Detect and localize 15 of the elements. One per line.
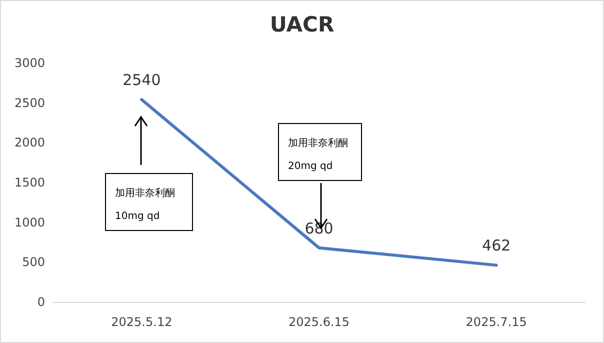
- y-tick-label: 3000: [14, 56, 45, 70]
- chart-title: UACR: [270, 12, 334, 36]
- y-tick-label: 0: [37, 295, 45, 309]
- x-tick-label: 2025.5.12: [111, 315, 172, 329]
- x-tick-label: 2025.6.15: [288, 315, 350, 329]
- y-tick-label: 2000: [14, 136, 45, 150]
- x-tick-label: 2025.7.15: [466, 315, 527, 329]
- data-label: 2540: [122, 71, 161, 90]
- text: 加用非奈利酮 20mg qd: [288, 138, 348, 172]
- y-tick-label: 500: [22, 255, 45, 270]
- y-tick-label: 1000: [14, 215, 45, 230]
- y-tick-label: 2500: [14, 96, 45, 110]
- data-label: 462: [482, 236, 511, 255]
- text: 加用非奈利酮 10mg qd: [115, 188, 175, 222]
- y-tick-label: 1500: [14, 176, 45, 190]
